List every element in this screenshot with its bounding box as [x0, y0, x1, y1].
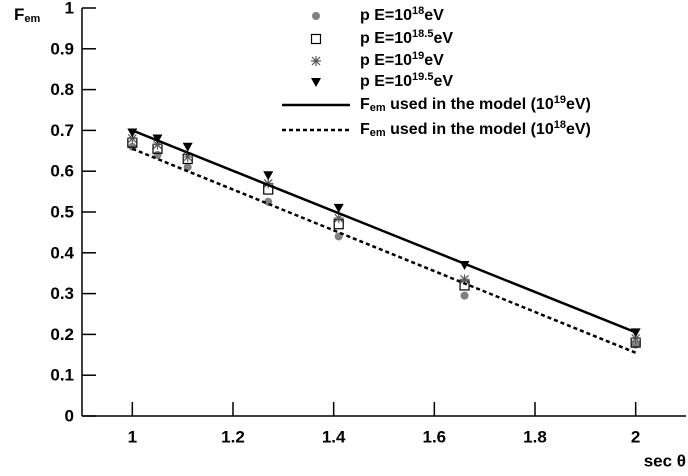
text-part: eV)	[566, 96, 591, 113]
y-tick-label: 0.8	[50, 80, 74, 99]
marker	[263, 171, 274, 181]
legend-label: p E=1018.5eV	[360, 28, 453, 47]
y-tick-label: 0.4	[50, 243, 74, 262]
text-part: 18	[412, 5, 424, 17]
x-tick-label: 2	[631, 427, 640, 446]
y-tick-label: 0.5	[50, 202, 74, 221]
legend-label: p E=1019eV	[360, 50, 444, 69]
legend-marker	[312, 12, 320, 20]
marker-shape	[263, 171, 274, 181]
legend-marker	[310, 33, 322, 45]
y-tick-label: 0.1	[50, 366, 74, 385]
x-axis-title: sec θ	[644, 451, 686, 470]
text-part: F	[360, 96, 370, 113]
marker	[460, 291, 469, 300]
text-part: p E=10	[360, 30, 412, 47]
marker-shape	[630, 333, 641, 344]
marker-shape	[152, 134, 163, 144]
marker-shape	[310, 33, 322, 45]
marker-shape	[152, 139, 163, 150]
legend-label: Fem used in the model (1019eV)	[360, 94, 591, 114]
marker-shape	[311, 78, 321, 87]
x-tick-label: 1.4	[322, 427, 346, 446]
y-tick-label: 0.6	[50, 162, 74, 181]
marker	[333, 203, 344, 213]
y-tick-label: 0	[65, 406, 74, 425]
y-tick-label: 0.9	[50, 39, 74, 58]
text-part: eV)	[566, 121, 591, 138]
text-part: 19.5	[412, 71, 433, 83]
marker-shape	[182, 142, 193, 152]
marker	[459, 274, 470, 285]
marker	[263, 178, 274, 189]
text-part: eV	[424, 7, 444, 24]
marker-shape	[182, 151, 193, 162]
marker-shape	[459, 274, 470, 285]
text-part: em	[24, 13, 40, 25]
text-part: eV	[424, 52, 444, 69]
marker	[630, 333, 641, 344]
marker-shape	[460, 291, 469, 300]
legend-marker	[311, 78, 321, 87]
text-part: p E=10	[360, 52, 412, 69]
marker-shape	[333, 203, 344, 213]
legend-label: p E=1018eV	[360, 5, 444, 24]
text-part: p E=10	[360, 73, 412, 90]
text-part: F	[14, 5, 24, 24]
text-part: em	[370, 127, 386, 139]
marker	[152, 134, 163, 144]
marker-shape	[311, 56, 321, 66]
text-part: 18	[554, 119, 566, 131]
text-part: eV	[433, 30, 453, 47]
marker	[333, 213, 344, 224]
y-tick-label: 0.3	[50, 284, 74, 303]
text-part: 18.5	[412, 28, 433, 40]
x-tick-label: 1	[128, 427, 137, 446]
marker-shape	[263, 178, 274, 189]
marker	[152, 139, 163, 150]
marker	[127, 133, 138, 144]
y-tick-label: 1	[65, 0, 74, 17]
text-part: 19	[554, 94, 566, 106]
marker	[182, 151, 193, 162]
x-tick-label: 1.8	[523, 427, 547, 446]
model-line	[131, 147, 637, 354]
marker-shape	[312, 12, 320, 20]
text-part: used in the model (10	[386, 96, 554, 113]
text-part: em	[370, 102, 386, 114]
legend-marker	[311, 56, 321, 66]
marker-shape	[127, 133, 138, 144]
legend-label: Fem used in the model (1018eV)	[360, 119, 591, 139]
text-part: 19	[412, 50, 424, 62]
text-part: used in the model (10	[386, 121, 554, 138]
y-tick-label: 0.2	[50, 325, 74, 344]
text-part: eV	[433, 73, 453, 90]
text-part: p E=10	[360, 7, 412, 24]
marker	[182, 142, 193, 152]
y-axis-title: Fem	[14, 5, 41, 25]
x-tick-label: 1.2	[221, 427, 245, 446]
x-tick-label: 1.6	[423, 427, 447, 446]
marker-shape	[333, 213, 344, 224]
text-part: F	[360, 121, 370, 138]
y-tick-label: 0.7	[50, 121, 74, 140]
legend-label: p E=1019.5eV	[360, 71, 453, 90]
model-line	[131, 129, 637, 334]
